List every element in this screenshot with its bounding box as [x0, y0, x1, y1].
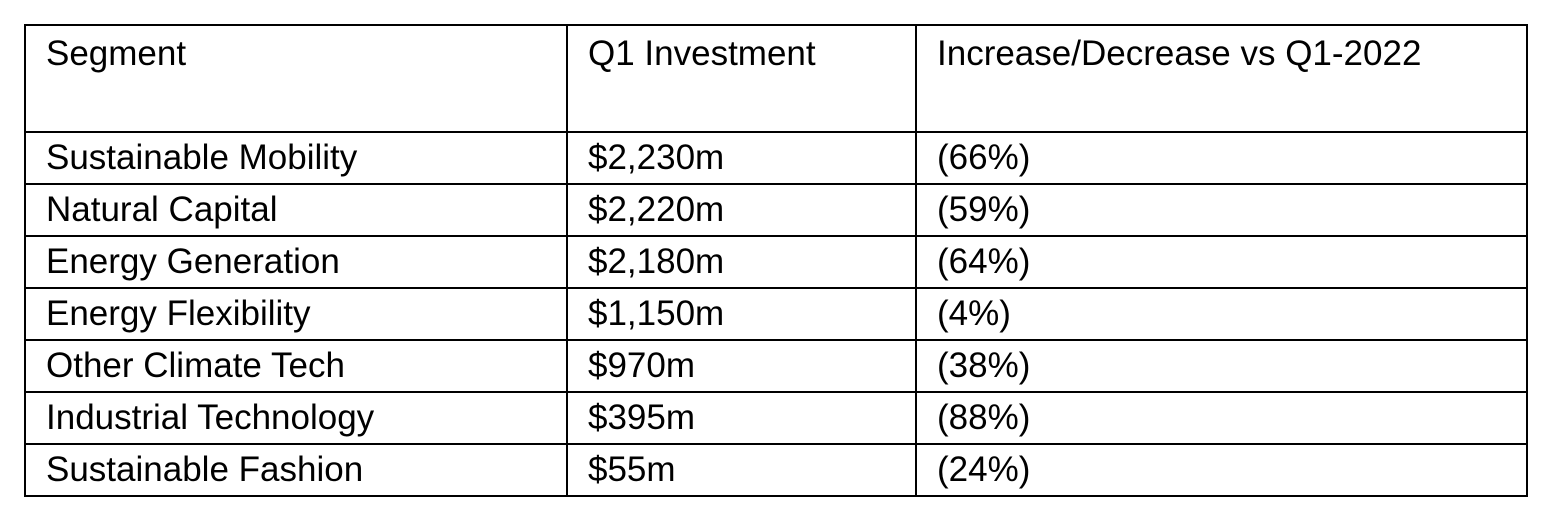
investment-cell: $2,230m [566, 131, 917, 185]
change-cell: (59%) [915, 183, 1528, 237]
table-body: Sustainable Mobility $2,230m (66%) Natur… [24, 131, 1528, 497]
change-cell: (64%) [915, 235, 1528, 289]
table-row: Other Climate Tech $970m (38%) [24, 339, 1528, 393]
table-header: Segment Q1 Investment Increase/Decrease … [24, 24, 1528, 133]
segment-cell: Energy Generation [24, 235, 568, 289]
header-change-vs-q1-2022: Increase/Decrease vs Q1-2022 [915, 24, 1528, 133]
segment-cell: Energy Flexibility [24, 287, 568, 341]
table-row: Energy Generation $2,180m (64%) [24, 235, 1528, 289]
change-cell: (88%) [915, 391, 1528, 445]
segment-cell: Other Climate Tech [24, 339, 568, 393]
investment-cell: $2,220m [566, 183, 917, 237]
change-cell: (24%) [915, 443, 1528, 497]
change-cell: (4%) [915, 287, 1528, 341]
table-row: Sustainable Fashion $55m (24%) [24, 443, 1528, 497]
table-row: Energy Flexibility $1,150m (4%) [24, 287, 1528, 341]
segment-cell: Industrial Technology [24, 391, 568, 445]
table-row: Natural Capital $2,220m (59%) [24, 183, 1528, 237]
header-q1-investment: Q1 Investment [566, 24, 917, 133]
investment-cell: $970m [566, 339, 917, 393]
change-cell: (38%) [915, 339, 1528, 393]
table-row: Industrial Technology $395m (88%) [24, 391, 1528, 445]
investment-table: Segment Q1 Investment Increase/Decrease … [24, 24, 1528, 497]
investment-cell: $1,150m [566, 287, 917, 341]
header-row: Segment Q1 Investment Increase/Decrease … [24, 24, 1528, 133]
segment-cell: Sustainable Fashion [24, 443, 568, 497]
investment-cell: $55m [566, 443, 917, 497]
investment-cell: $395m [566, 391, 917, 445]
header-segment: Segment [24, 24, 568, 133]
investment-cell: $2,180m [566, 235, 917, 289]
change-cell: (66%) [915, 131, 1528, 185]
segment-cell: Natural Capital [24, 183, 568, 237]
table-row: Sustainable Mobility $2,230m (66%) [24, 131, 1528, 185]
segment-cell: Sustainable Mobility [24, 131, 568, 185]
